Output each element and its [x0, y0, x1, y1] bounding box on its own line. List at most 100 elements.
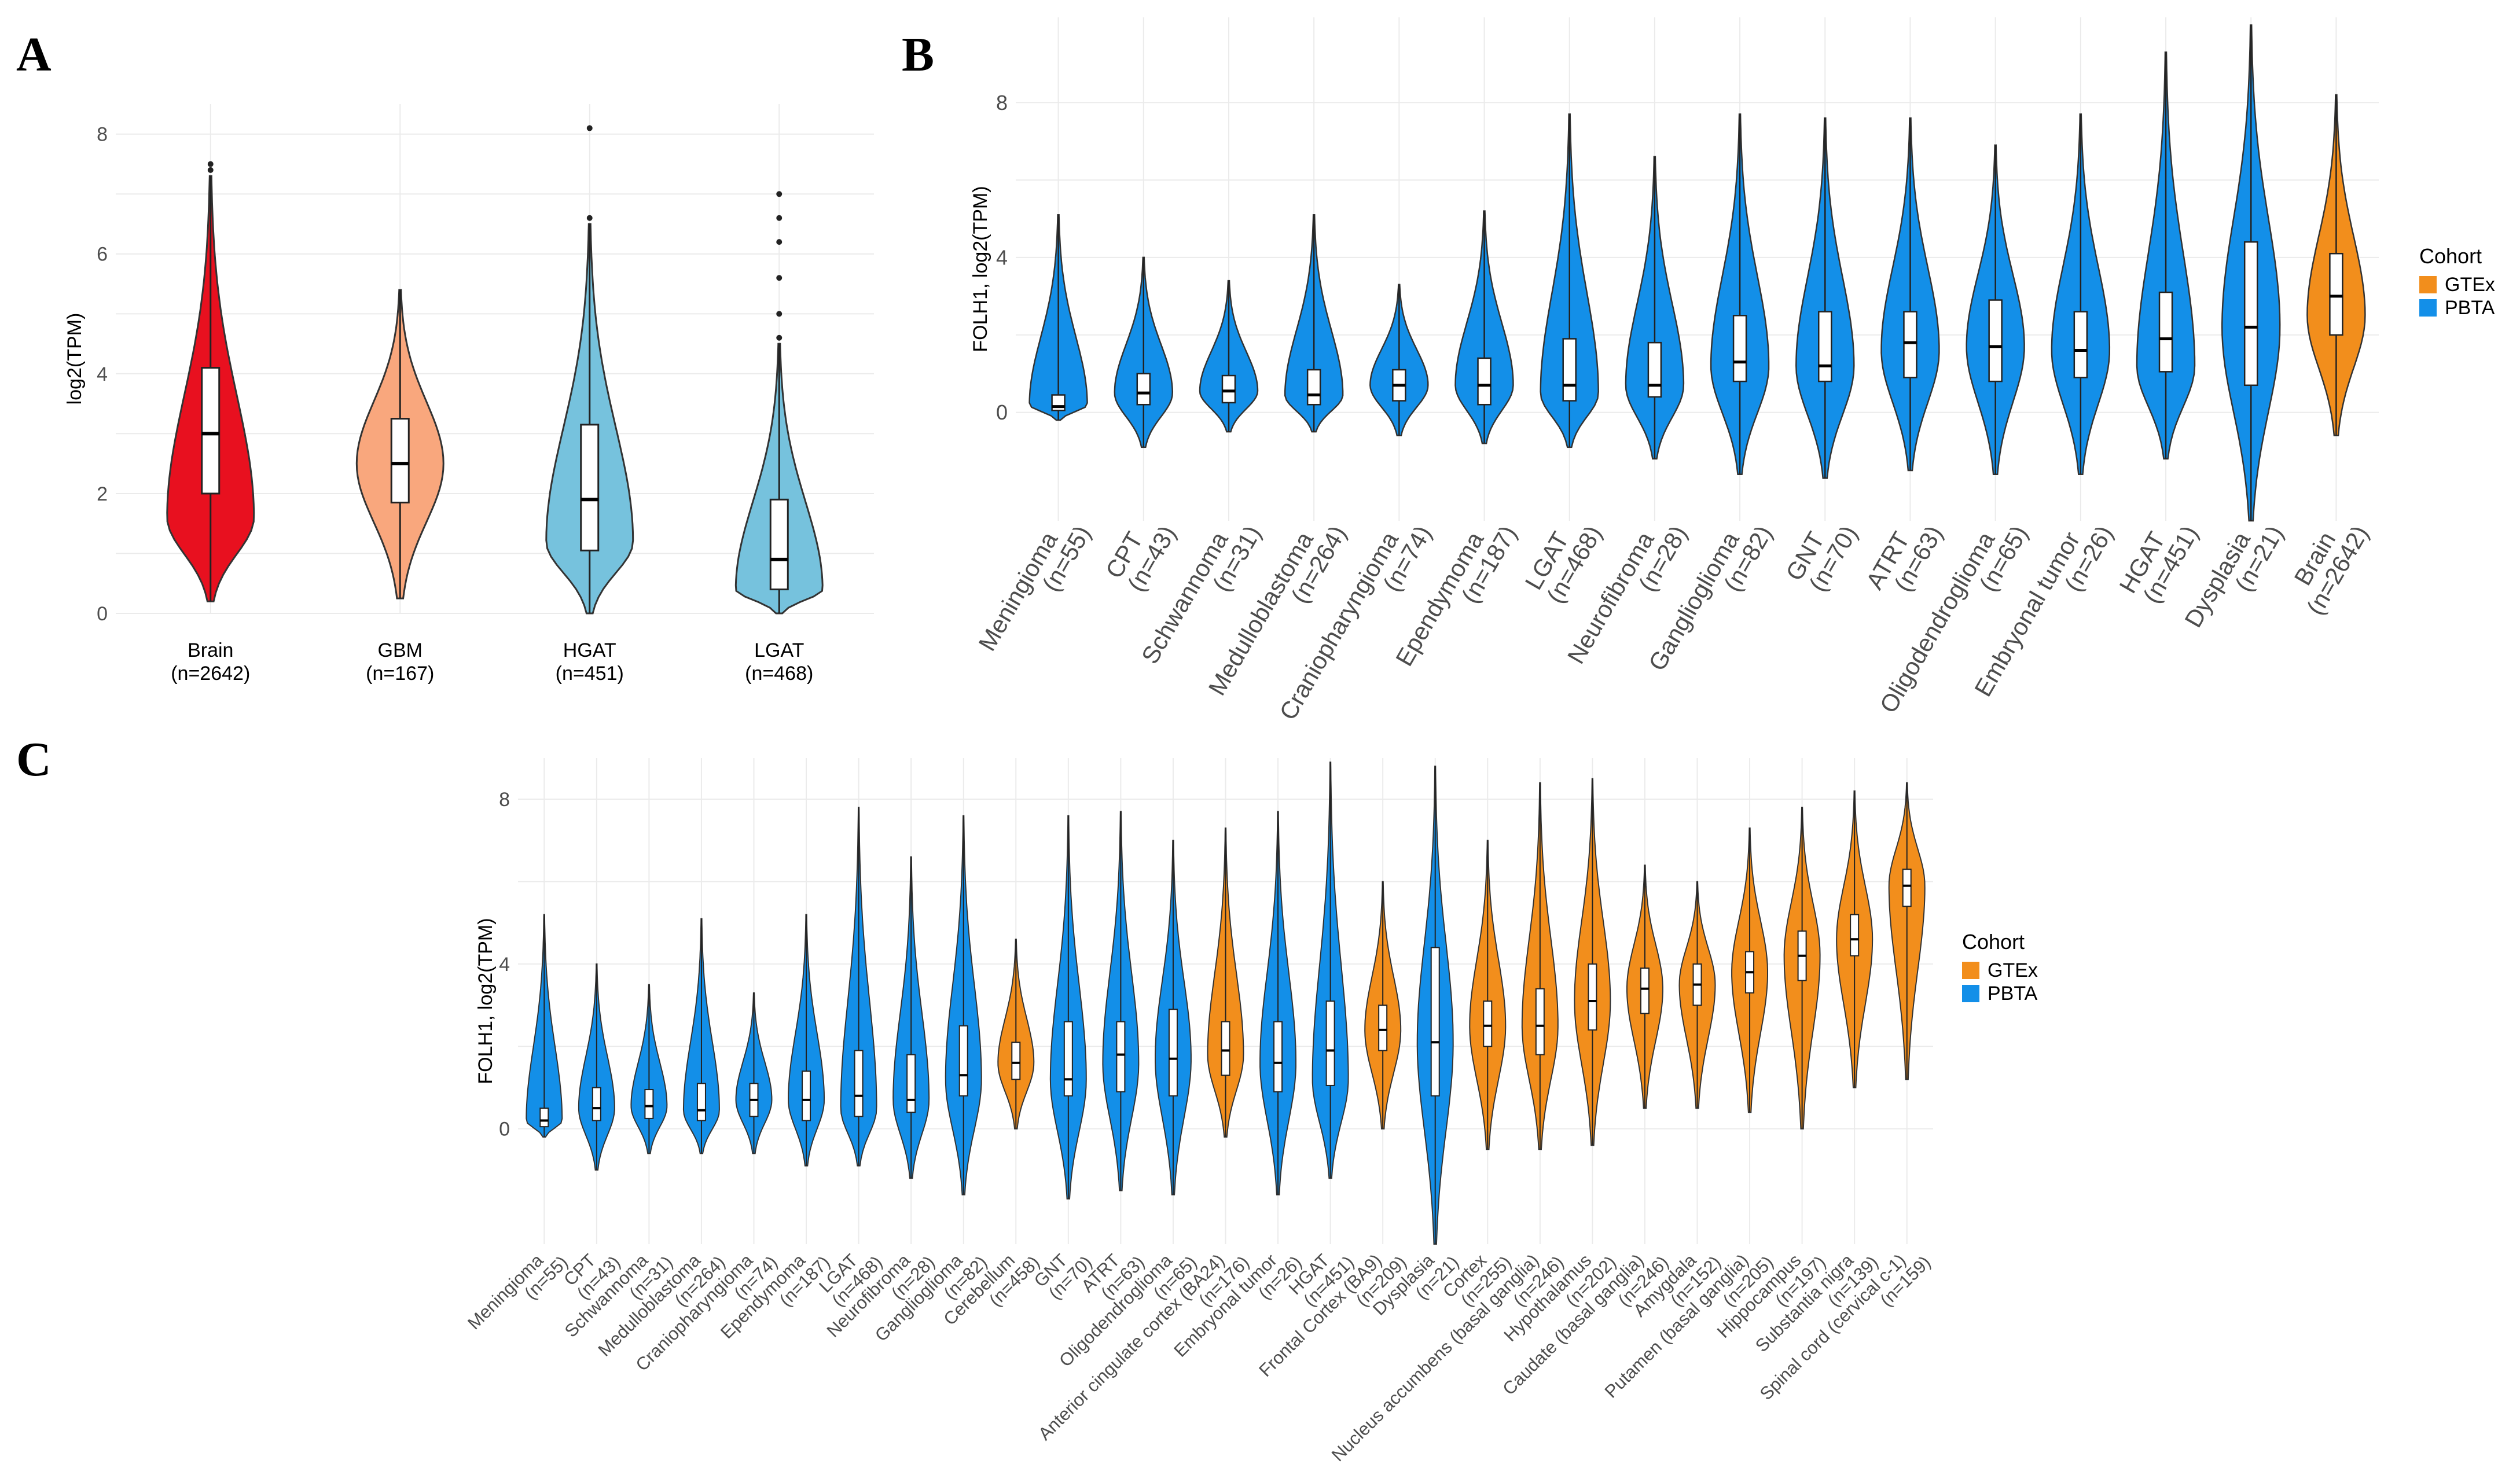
panel-c-box-atrt: [1116, 1021, 1126, 1093]
panel-c-legend-title: Cohort: [1962, 930, 2025, 954]
panel-b-box-ependymoma: [1477, 357, 1492, 406]
panel-a-x-label-brain: Brain: [188, 639, 233, 661]
panel-c-box-cpt: [592, 1087, 601, 1121]
panel-c-box-cortex: [1483, 1001, 1493, 1047]
panel-label-c: C: [16, 733, 52, 786]
panel-a-x-n-hgat: (n=451): [556, 663, 624, 685]
panel-b-box-gnt: [1818, 311, 1832, 382]
panel-c-legend-label-gtex: GTEx: [1988, 959, 2038, 981]
panel-b-box-lgat: [1562, 338, 1577, 402]
panel-a-box-brain: [201, 367, 221, 495]
panel-b-x-label-dysplasia: Dysplasia(n=21): [2179, 508, 2288, 645]
panel-c-y-axis-title: FOLH1, log2(TPM): [475, 918, 497, 1084]
panel-a-outlier-brain: [207, 167, 214, 173]
panel-a-outlier-hgat: [586, 215, 593, 221]
panel-a-y-tick-label: 8: [97, 124, 108, 146]
panel-c-box-anterior-cingulate-cortex-ba24: [1221, 1021, 1230, 1076]
panel-c-x-label-gnt: GNT(n=70): [1030, 1238, 1096, 1304]
panel-c-box-embryonal-tumor: [1273, 1021, 1283, 1093]
panel-b-box-dysplasia: [2243, 241, 2258, 387]
panel-a-y-axis-title: log2(TPM): [64, 313, 86, 405]
panel-b-box-cpt: [1136, 373, 1151, 406]
panel-a-box-lgat: [769, 498, 789, 591]
panel-b-y-axis-title: FOLH1, log2(TPM): [969, 186, 991, 352]
panel-c-box-ependymoma: [802, 1071, 811, 1121]
panel-a-outlier-lgat: [776, 239, 783, 245]
panel-b-box-neurofibroma: [1647, 341, 1662, 398]
panel-a-outlier-lgat: [776, 334, 783, 341]
panel-a-y-tick-label: 0: [97, 603, 108, 625]
panel-a-outlier-brain: [207, 161, 214, 167]
panel-a-y-tick-label: 4: [97, 363, 108, 385]
panel-b-box-oligodendroglioma: [1988, 299, 2003, 382]
panel-a-outlier-hgat: [586, 125, 593, 131]
panel-label-a: A: [16, 28, 52, 82]
panel-c-box-schwannoma: [644, 1089, 654, 1119]
panel-a-x-n-lgat: (n=468): [745, 663, 813, 685]
panel-c-box-gnt: [1063, 1021, 1073, 1097]
panel-c-y-tick-label: 4: [499, 954, 510, 976]
panel-c-legend-swatch-gtex: [1962, 962, 1979, 979]
panel-b-box-atrt: [1903, 311, 1917, 378]
panel-a-x-label-lgat: LGAT: [754, 639, 804, 661]
panel-b-x-label-lgat: LGAT(n=468): [1519, 508, 1607, 608]
panel-b-y-tick-label: 8: [996, 91, 1008, 115]
panel-b-box-schwannoma: [1221, 374, 1236, 404]
panel-c-box-meningioma: [539, 1108, 549, 1128]
panel-a-outlier-lgat: [776, 311, 783, 317]
panel-b-box-brain: [2329, 252, 2343, 336]
panel-b-legend-swatch-pbta: [2419, 299, 2437, 317]
panel-c-box-medulloblastoma: [696, 1083, 706, 1121]
panel-c-box-substantia-nigra: [1850, 914, 1860, 957]
panel-b-x-label-meningioma: Meningioma(n=55): [973, 508, 1096, 668]
panel-b-y-tick-label: 4: [996, 246, 1008, 270]
panel-b-chart: 0 4 8 FOLH1, log2(TPM) Meningioma(n=55) CPT(n…: [969, 17, 2495, 724]
panel-c-y-tick-label: 8: [499, 789, 510, 811]
panel-c-box-caudate-basal-ganglia: [1640, 968, 1650, 1014]
panel-b-legend-swatch-gtex: [2419, 276, 2437, 293]
panel-a-x-label-hgat: HGAT: [563, 639, 616, 661]
panel-c-box-nucleus-accumbens-basal-ganglia: [1535, 988, 1545, 1055]
panel-c-y-tick-label: 0: [499, 1119, 510, 1141]
panel-c-box-cerebellum: [1011, 1042, 1021, 1080]
panel-c-box-hgat: [1325, 1001, 1335, 1086]
panel-a-outlier-lgat: [776, 215, 783, 221]
panel-b-x-label-gnt: GNT(n=70): [1780, 508, 1863, 598]
panel-c-legend-label-pbta: PBTA: [1988, 983, 2038, 1005]
panel-a-outlier-lgat: [776, 275, 783, 281]
panel-c-box-neurofibroma: [906, 1054, 916, 1113]
panel-b-y-tick-label: 0: [996, 400, 1008, 424]
panel-c-box-spinal-cord-cervical-c-1: [1902, 869, 1912, 907]
panel-b-x-label-hgat: HGAT(n=451): [2114, 508, 2203, 610]
panel-a-x-label-gbm: GBM: [378, 639, 423, 661]
panel-c-box-hypothalamus: [1588, 963, 1597, 1031]
panel-b-box-embryonal-tumor: [2073, 311, 2088, 378]
panel-b-legend-label-pbta: PBTA: [2445, 297, 2495, 319]
panel-a-y-tick-label: 2: [97, 483, 108, 505]
panel-c-box-dysplasia: [1430, 947, 1440, 1097]
panel-b-x-label-atrt: ATRT(n=63): [1861, 508, 1948, 606]
panel-c-legend-swatch-pbta: [1962, 985, 1979, 1002]
panel-c-x-label-ependymoma: Ependymoma(n=187): [717, 1238, 834, 1356]
panel-a-x-n-gbm: (n=167): [366, 663, 434, 685]
panel-b-x-label-brain: Brain(n=2642): [2279, 508, 2374, 619]
panel-a-x-n-brain: (n=2642): [171, 663, 250, 685]
panel-a-box-gbm: [390, 418, 410, 503]
panel-b-box-meningioma: [1051, 394, 1066, 411]
panel-b-x-label-name: Meningioma: [973, 527, 1063, 655]
panel-b-box-ganglioglioma: [1732, 315, 1747, 382]
panel-c-x-label-meningioma: Meningioma(n=55): [464, 1238, 572, 1347]
panel-c-box-oligodendroglioma: [1168, 1009, 1178, 1097]
panel-a-y-tick-label: 6: [97, 244, 108, 266]
panel-c-box-ganglioglioma: [958, 1025, 968, 1097]
panel-label-b: B: [902, 28, 934, 82]
panel-b-box-medulloblastoma: [1306, 369, 1321, 406]
panel-b-legend-label-gtex: GTEx: [2445, 274, 2495, 296]
panel-c-box-lgat: [854, 1050, 864, 1117]
panel-c-box-frontal-cortex-ba9: [1378, 1005, 1388, 1051]
panel-a-box-hgat: [580, 424, 600, 551]
panel-a-outlier-lgat: [776, 191, 783, 197]
panel-b-x-label-cpt: CPT(n=43): [1100, 508, 1181, 596]
